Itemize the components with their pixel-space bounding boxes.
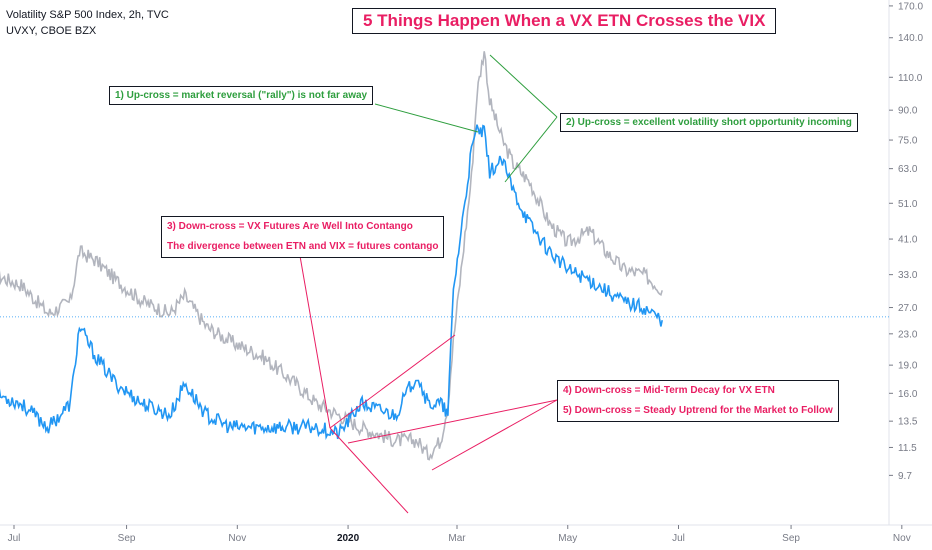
callout-line-2b	[504, 116, 558, 183]
y-tick-label-9: 27.0	[898, 303, 918, 314]
y-tick-label-5: 63.0	[898, 164, 918, 175]
callout-line-3c	[329, 427, 409, 514]
y-tick-label-1: 140.0	[898, 33, 923, 44]
callout-line-4a	[347, 399, 558, 444]
x-tick-label-7: Sep	[782, 533, 800, 544]
y-tick-label-6: 51.0	[898, 199, 918, 210]
y-tick-label-3: 90.0	[898, 106, 918, 117]
y-tick-label-14: 11.5	[898, 443, 917, 454]
annotation-up-cross-reversal: 1) Up-cross = market reversal ("rally") …	[109, 86, 374, 105]
y-tick-label-10: 23.0	[898, 329, 918, 340]
y-tick-label-8: 33.0	[898, 270, 918, 281]
series-line-uvxy	[0, 124, 663, 441]
annotation-contango-line2: The divergence between ETN and VIX = fut…	[167, 241, 439, 252]
y-tick-label-11: 19.0	[898, 361, 918, 372]
x-tick-label-2: Nov	[228, 533, 246, 544]
x-tick-label-0: Jul	[8, 533, 21, 544]
x-tick-label-6: Jul	[672, 533, 685, 544]
header-symbol-uvxy: UVXY, CBOE BZX	[6, 25, 97, 37]
annotation-up-cross-short: 2) Up-cross = excellent volatility short…	[560, 113, 858, 132]
annotation-decay-line2: 5) Down-cross = Steady Uptrend for the M…	[563, 405, 833, 416]
callout-line-2a	[489, 54, 558, 118]
callout-lines	[299, 54, 558, 514]
callout-line-3a	[299, 255, 331, 429]
y-tick-label-13: 13.5	[898, 417, 918, 428]
x-tick-label-5: May	[558, 533, 577, 544]
x-tick-label-3: 2020	[337, 533, 360, 544]
y-axis-ticks: 170.0 140.0 110.0 90.0 75.0 63.0 51.0 41.0 33.0 2…	[889, 1, 923, 482]
annotation-down-cross-decay: 4) Down-cross = Mid-Term Decay for VX ET…	[557, 380, 839, 422]
callout-line-1	[374, 103, 479, 133]
y-tick-label-2: 110.0	[898, 73, 923, 84]
header-symbol-vix: Volatility S&P 500 Index, 2h, TVC	[6, 9, 169, 21]
y-tick-label-12: 16.0	[898, 389, 918, 400]
x-axis-ticks: Jul Sep Nov 2020 Mar May Jul Sep Nov	[8, 525, 911, 544]
x-tick-label-4: Mar	[448, 533, 466, 544]
x-tick-label-8: Nov	[893, 533, 911, 544]
y-tick-label-0: 170.0	[898, 1, 923, 12]
annotation-down-cross-contango: 3) Down-cross = VX Futures Are Well Into…	[161, 216, 445, 258]
callout-line-4b	[431, 399, 558, 471]
annotation-contango-line1: 3) Down-cross = VX Futures Are Well Into…	[167, 221, 413, 232]
x-tick-label-1: Sep	[118, 533, 136, 544]
series-line-vix	[0, 51, 663, 461]
y-tick-label-7: 41.0	[898, 235, 918, 246]
chart-title: 5 Things Happen When a VX ETN Crosses th…	[352, 8, 777, 34]
callout-line-3b	[329, 334, 456, 429]
y-tick-label-15: 9.7	[898, 471, 912, 482]
y-tick-label-4: 75.0	[898, 136, 918, 147]
annotation-decay-line1: 4) Down-cross = Mid-Term Decay for VX ET…	[563, 385, 775, 396]
